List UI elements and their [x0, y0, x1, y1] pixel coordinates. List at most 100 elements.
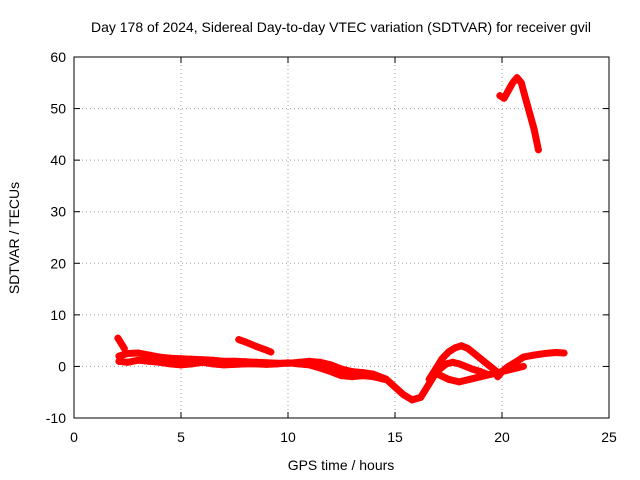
y-tick-label: 0: [58, 358, 66, 374]
data-point: [466, 375, 474, 383]
data-point: [560, 349, 568, 357]
data-point: [432, 365, 440, 373]
x-tick-labels: 0 5 10 15 20 25: [70, 429, 617, 445]
data-point: [541, 350, 549, 358]
data-point: [500, 94, 508, 102]
data-point: [504, 362, 512, 370]
data-point: [145, 351, 153, 359]
data-point: [462, 362, 470, 370]
data-point: [498, 368, 506, 376]
x-tick-label: 10: [280, 429, 296, 445]
data-point: [513, 74, 521, 82]
data-point: [504, 87, 512, 95]
chart-title: Day 178 of 2024, Sidereal Day-to-day VTE…: [91, 19, 591, 35]
data-point: [487, 370, 495, 378]
data-point: [231, 360, 238, 368]
data-point: [120, 344, 128, 352]
data-series: [114, 334, 128, 352]
data-point: [316, 364, 324, 372]
data-point: [534, 146, 542, 154]
data-point: [243, 339, 251, 347]
data-point: [522, 94, 530, 102]
x-tick-label: 5: [177, 429, 185, 445]
y-tick-label: -10: [46, 410, 66, 426]
data-point: [477, 373, 485, 381]
data-point: [455, 360, 463, 368]
data-point: [241, 360, 249, 368]
data-point: [519, 353, 527, 361]
data-point: [526, 110, 534, 118]
data-point: [124, 350, 131, 358]
y-tick-label: 60: [50, 49, 66, 65]
data-point: [517, 79, 525, 87]
data-point: [370, 373, 378, 381]
data-point: [509, 79, 517, 87]
tick-marks: [73, 56, 610, 419]
data-point: [530, 351, 538, 359]
data-point: [188, 360, 196, 368]
data-point: [477, 355, 485, 363]
data-point: [400, 391, 408, 399]
data-point: [445, 348, 452, 356]
data-point: [134, 349, 142, 357]
data-point: [470, 350, 478, 358]
x-tick-label: 25: [601, 429, 617, 445]
data-point: [423, 383, 431, 391]
y-tick-label: 10: [50, 307, 66, 323]
data-point: [464, 344, 472, 352]
series-line: [496, 74, 542, 154]
data-point: [145, 357, 153, 365]
data-point: [494, 373, 502, 381]
y-tick-label: 50: [50, 101, 66, 117]
data-point: [263, 360, 271, 368]
data-point: [380, 375, 388, 383]
data-point: [496, 92, 504, 100]
data-layer: [114, 74, 568, 404]
data-point: [530, 125, 538, 133]
data-series: [496, 74, 542, 154]
data-point: [260, 345, 268, 353]
data-point: [267, 348, 275, 356]
data-point: [209, 360, 217, 368]
data-point: [252, 360, 260, 368]
y-axis-label: SDTVAR / TECUs: [6, 182, 22, 294]
data-point: [445, 375, 452, 383]
data-point: [284, 359, 292, 367]
data-point: [519, 362, 527, 370]
data-point: [220, 361, 228, 369]
data-point: [451, 344, 459, 352]
data-point: [468, 365, 476, 373]
data-point: [252, 342, 260, 350]
data-point: [156, 358, 164, 366]
x-axis-label: GPS time / hours: [288, 457, 395, 473]
data-point: [442, 360, 450, 368]
data-point: [177, 361, 185, 369]
data-series: [494, 349, 568, 381]
x-tick-label: 20: [494, 429, 510, 445]
data-point: [449, 358, 457, 366]
data-point: [455, 378, 463, 386]
data-point: [513, 357, 521, 365]
y-tick-label: 20: [50, 255, 66, 271]
data-point: [327, 368, 335, 376]
data-point: [338, 365, 345, 373]
data-point: [295, 360, 303, 368]
y-tick-labels: -10 0 10 20 30 40 50 60: [46, 49, 66, 426]
data-point: [124, 358, 131, 366]
data-point: [134, 356, 142, 364]
series-line: [425, 342, 504, 383]
data-point: [434, 370, 442, 378]
x-tick-label: 15: [387, 429, 403, 445]
data-point: [417, 393, 425, 401]
data-point: [177, 355, 185, 363]
data-point: [359, 372, 367, 380]
y-tick-label: 40: [50, 152, 66, 168]
data-point: [408, 396, 416, 404]
data-point: [348, 373, 356, 381]
plot-frame: [73, 56, 610, 419]
data-point: [438, 355, 446, 363]
data-series: [235, 336, 275, 356]
data-point: [114, 334, 122, 342]
data-point: [166, 360, 174, 368]
